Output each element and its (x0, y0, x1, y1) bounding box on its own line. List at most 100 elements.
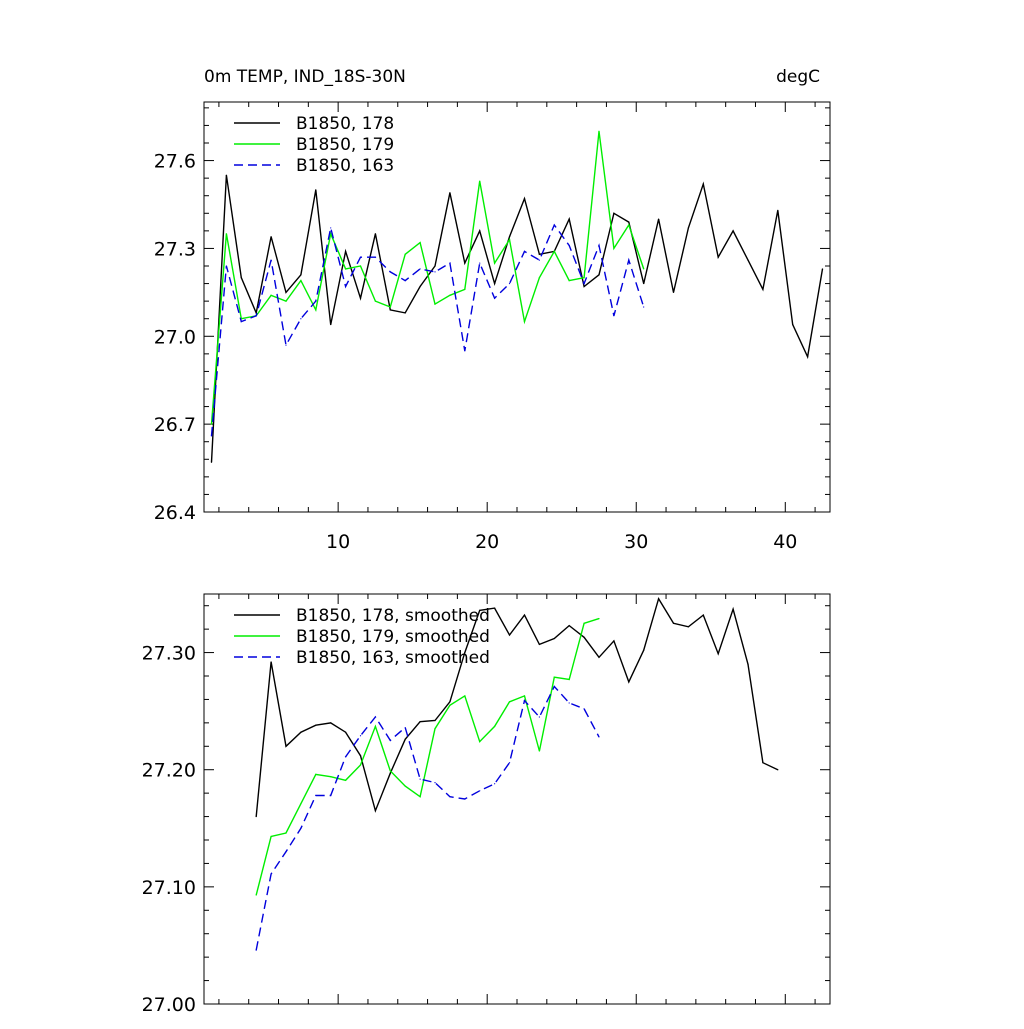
data-point (568, 625, 570, 627)
data-point (553, 250, 555, 252)
data-point (464, 798, 466, 800)
data-point (538, 716, 540, 718)
data-point (523, 321, 526, 323)
data-point (464, 262, 466, 264)
series-line (210, 131, 645, 425)
data-point (270, 259, 272, 261)
data-point (374, 716, 377, 718)
data-point (449, 796, 451, 798)
data-point (434, 303, 436, 305)
data-point (449, 262, 451, 264)
y-tick-label: 27.3 (154, 238, 196, 260)
data-point (568, 244, 570, 247)
data-point (210, 423, 213, 425)
data-point (583, 622, 585, 624)
data-point (315, 300, 317, 302)
data-point (255, 815, 257, 818)
data-point (464, 288, 466, 291)
data-point (374, 233, 377, 235)
data-point (628, 224, 630, 226)
data-point (598, 656, 600, 658)
data-point (687, 227, 690, 229)
data-point (553, 685, 555, 688)
data-point (404, 738, 406, 740)
data-point (419, 268, 421, 270)
x-tick-label: 40 (773, 531, 797, 553)
data-point (732, 230, 734, 232)
data-point (359, 764, 362, 766)
data-point (389, 739, 391, 742)
data-point (389, 772, 391, 774)
data-point (643, 282, 645, 285)
data-point (508, 701, 511, 703)
data-point (687, 626, 690, 628)
data-point (419, 796, 421, 798)
data-point (821, 268, 824, 270)
data-point (598, 736, 600, 738)
series-line (210, 175, 824, 463)
data-point (613, 212, 615, 214)
data-point (479, 790, 481, 792)
data-point (270, 835, 272, 838)
data-point (419, 241, 421, 244)
data-point (419, 721, 421, 723)
y-tick-label: 26.7 (154, 414, 196, 436)
legend-label: B1850, 178 (296, 114, 394, 134)
data-point (359, 735, 362, 737)
data-point (449, 294, 451, 296)
data-point (404, 280, 406, 282)
data-point (300, 274, 302, 276)
data-point (553, 224, 555, 226)
data-point (508, 762, 511, 764)
data-point (225, 174, 227, 176)
data-point (240, 277, 242, 279)
data-point (702, 183, 704, 185)
data-point (285, 300, 287, 302)
data-point (583, 282, 585, 285)
data-point (628, 259, 630, 261)
data-point (330, 323, 332, 326)
data-point (419, 285, 421, 288)
data-point (598, 618, 600, 620)
data-point (374, 725, 377, 727)
y-tick-label: 27.30 (142, 643, 196, 665)
data-point (404, 312, 406, 314)
data-point (449, 701, 451, 703)
data-point (747, 259, 749, 261)
data-point (389, 770, 391, 772)
data-point (449, 704, 451, 706)
data-point (344, 756, 347, 758)
data-point (434, 719, 436, 722)
data-point (792, 323, 794, 326)
data-point (762, 762, 764, 764)
data-point (270, 873, 272, 875)
data-point (270, 236, 272, 238)
data-point (657, 218, 660, 220)
data-point (374, 810, 377, 812)
data-point (613, 640, 615, 642)
data-point (315, 794, 317, 797)
data-point (210, 461, 213, 463)
data-point (494, 297, 496, 299)
chart-title: 0m TEMP, IND_18S-30N (204, 67, 406, 87)
data-point (479, 741, 481, 743)
data-point (285, 344, 287, 346)
data-point (434, 271, 436, 273)
series-line (255, 685, 600, 951)
data-point (479, 609, 481, 612)
data-point (747, 663, 749, 665)
data-point (643, 268, 645, 270)
data-point (300, 280, 302, 282)
data-point (494, 282, 496, 285)
data-point (225, 233, 227, 235)
data-point (434, 728, 436, 730)
data-point (359, 265, 362, 267)
data-point (762, 288, 764, 291)
data-point (419, 778, 421, 780)
data-point (225, 265, 227, 267)
data-point (508, 239, 511, 241)
data-point (300, 731, 302, 733)
